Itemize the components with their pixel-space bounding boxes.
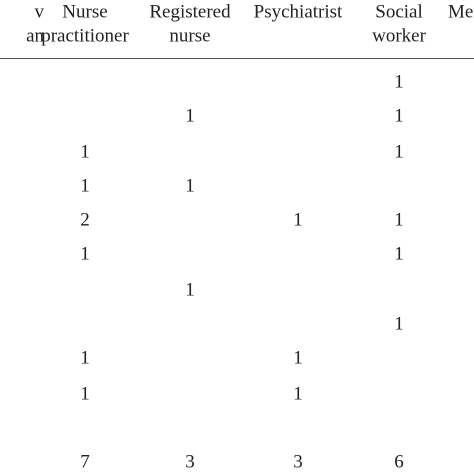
cell: 1 [394,141,404,163]
cell: 1 [185,105,195,127]
column-header: Registered [149,1,231,23]
cell: 1 [394,209,404,231]
column-header: practitioner [41,25,129,47]
cell: 2 [80,209,90,231]
cell: 1 [185,175,195,197]
column-header: worker [372,25,426,47]
column-header: Psychiatrist [253,1,343,23]
column-header: nurse [169,25,211,47]
total-cell: 7 [80,451,90,473]
cell: 1 [80,243,90,265]
cell: 1 [394,243,404,265]
cell: 1 [293,347,303,369]
cell: 1 [80,383,90,405]
header-rule [0,58,474,59]
cell: 1 [80,141,90,163]
cell: 1 [80,347,90,369]
cell: 1 [293,209,303,231]
total-cell: 3 [293,451,303,473]
column-header: v [34,1,45,23]
cell: 1 [394,105,404,127]
total-cell: 3 [185,451,195,473]
column-header: Nurse [62,1,108,23]
cell: 1 [185,279,195,301]
cell: 1 [394,313,404,335]
cell: 1 [394,71,404,93]
cell: 1 [293,383,303,405]
cell: 1 [80,175,90,197]
column-header: Men [448,1,474,23]
total-cell: 6 [394,451,404,473]
column-header: an [26,25,44,47]
column-header: Social [375,1,423,23]
